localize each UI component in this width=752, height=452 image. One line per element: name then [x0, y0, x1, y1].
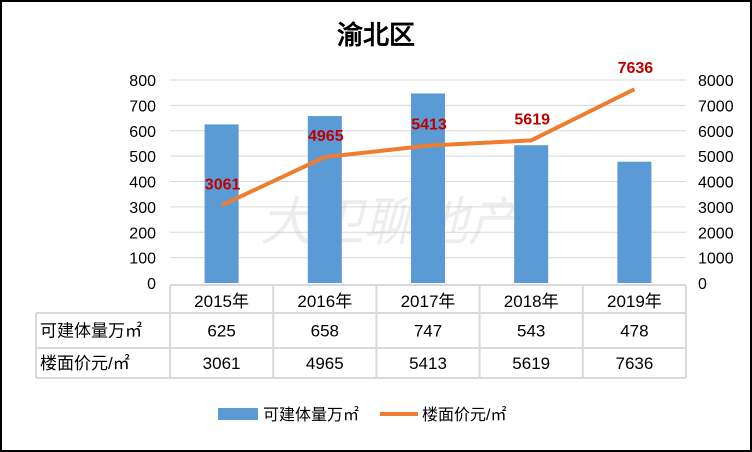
- left-axis-tick-label: 100: [129, 251, 156, 268]
- category-label: 2019年: [607, 292, 662, 311]
- bar: [307, 116, 342, 283]
- table-cell: 658: [311, 322, 339, 341]
- right-axis-tick-label: 4000: [698, 175, 734, 192]
- category-label: 2016年: [297, 292, 352, 311]
- legend-bar-swatch: [218, 408, 258, 420]
- table-cell: 747: [414, 322, 442, 341]
- chart-title: 渝北区: [337, 20, 415, 50]
- right-axis-tick-label: 0: [698, 276, 707, 293]
- line-data-label: 4965: [308, 128, 344, 145]
- left-axis-tick-label: 0: [147, 276, 156, 293]
- table-cell: 543: [517, 322, 545, 341]
- table-row-label: 可建体量万㎡: [40, 322, 142, 341]
- bar: [617, 161, 652, 283]
- left-axis-tick-label: 700: [129, 98, 156, 115]
- left-axis-tick-label: 200: [129, 225, 156, 242]
- table-cell: 625: [207, 322, 235, 341]
- table-cell: 7636: [615, 354, 653, 373]
- line-data-label: 5619: [514, 111, 550, 128]
- right-axis-tick-label: 1000: [698, 251, 734, 268]
- category-label: 2017年: [401, 292, 456, 311]
- left-axis-tick-label: 600: [129, 124, 156, 141]
- line-data-label: 3061: [205, 176, 241, 193]
- table-cell: 5619: [512, 354, 550, 373]
- left-axis-tick-label: 300: [129, 200, 156, 217]
- table-cell: 3061: [203, 354, 241, 373]
- bar: [411, 93, 445, 283]
- table-cell: 4965: [306, 354, 344, 373]
- right-axis-tick-label: 5000: [698, 149, 734, 166]
- line-data-label: 5413: [411, 117, 447, 134]
- left-axis-tick-label: 400: [129, 175, 156, 192]
- line-data-label: 7636: [618, 60, 654, 77]
- right-axis-tick-label: 6000: [698, 124, 734, 141]
- right-axis-tick-label: 3000: [698, 200, 734, 217]
- line-series: [220, 87, 636, 208]
- right-axis-tick-label: 7000: [698, 98, 734, 115]
- watermark: 大卫聊地产: [260, 194, 525, 252]
- category-label: 2018年: [504, 292, 559, 311]
- table-cell: 478: [620, 322, 648, 341]
- category-label: 2015年: [194, 292, 249, 311]
- right-axis-tick-label: 8000: [698, 73, 734, 90]
- table-row-label: 楼面价元/㎡: [40, 354, 130, 373]
- table-cell: 5413: [409, 354, 447, 373]
- left-axis-tick-label: 800: [129, 73, 156, 90]
- left-axis-tick-label: 500: [129, 149, 156, 166]
- legend-label: 楼面价元/㎡: [422, 406, 506, 424]
- right-axis-tick-label: 2000: [698, 225, 734, 242]
- bar: [514, 145, 549, 283]
- legend-label: 可建体量万㎡: [263, 406, 359, 424]
